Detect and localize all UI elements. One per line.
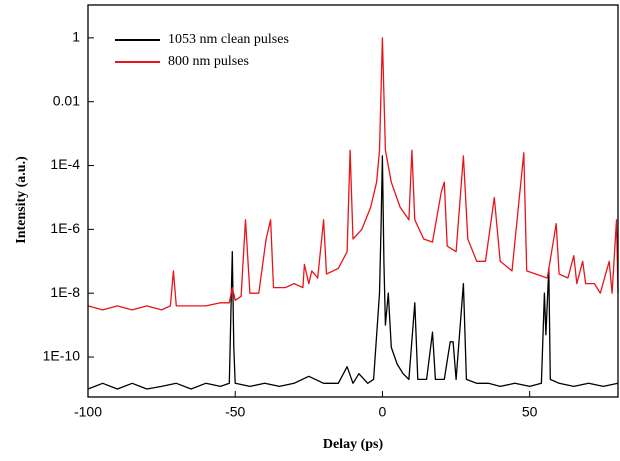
x-tick-label: -100	[74, 404, 102, 420]
series-line	[87, 155, 619, 390]
y-axis-label: Intensity (a.u.)	[14, 156, 29, 244]
x-tick-label: 0	[379, 404, 387, 420]
legend-label: 1053 nm clean pulses	[168, 32, 289, 47]
y-tick-label: 1E-8	[50, 284, 80, 300]
y-tick-label: 0.01	[53, 92, 80, 108]
y-tick-label: 1E-6	[50, 220, 80, 236]
series-line	[87, 37, 619, 311]
x-tick-label: -50	[225, 404, 245, 420]
plot-frame	[87, 4, 619, 398]
y-tick-label: 1E-10	[43, 348, 81, 364]
legend-label: 800 nm pulses	[168, 54, 249, 69]
y-tick-label: 1E-4	[50, 156, 80, 172]
y-tick-label: 1	[72, 29, 80, 45]
x-axis-label: Delay (ps)	[323, 437, 384, 452]
x-tick-label: 50	[522, 404, 538, 420]
